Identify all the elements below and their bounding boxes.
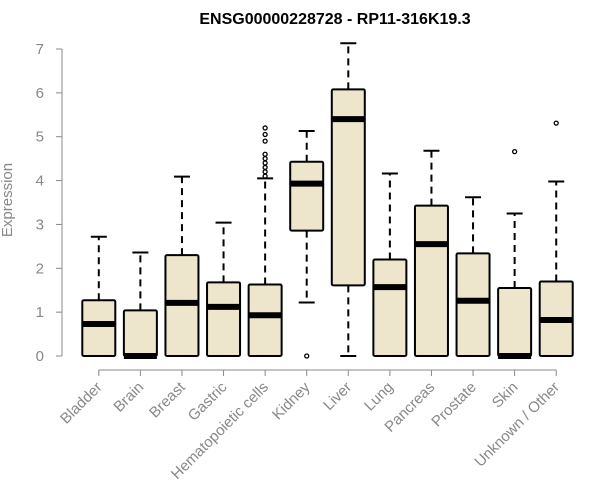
- outlier-point: [262, 173, 268, 179]
- outlier-point: [262, 125, 268, 131]
- outlier-point: [262, 164, 268, 171]
- outlier-point: [262, 155, 268, 162]
- box-rect: [372, 258, 408, 357]
- y-tick-label: 3: [36, 216, 44, 233]
- y-axis: 0 1 2 3 4 5 6 7: [36, 41, 63, 365]
- x-tick-label: Skin: [489, 379, 522, 412]
- box-rect: [455, 252, 491, 357]
- box-rect: [206, 281, 242, 358]
- x-tick-label: Brain: [110, 379, 147, 416]
- box-kidney: [289, 130, 325, 359]
- outlier-point: [262, 151, 268, 157]
- box-pancreas: [413, 149, 449, 357]
- box-rect: [289, 160, 325, 232]
- outlier-point: [262, 138, 268, 144]
- outlier-point: [511, 148, 518, 155]
- y-tick-label: 0: [36, 348, 44, 365]
- x-tick-label: Prostate: [428, 379, 480, 431]
- box-lung: [372, 172, 408, 357]
- box-unknown-other: [538, 120, 574, 358]
- y-tick-label: 2: [36, 260, 44, 277]
- y-axis-label: Expression: [0, 163, 16, 237]
- x-tick-label: Bladder: [57, 379, 106, 428]
- box-liver: [330, 42, 366, 357]
- box-rect: [122, 309, 158, 358]
- outlier-point: [262, 160, 268, 166]
- y-tick-label: 6: [36, 85, 44, 102]
- x-tick-label: Kidney: [269, 378, 314, 423]
- box-rect: [247, 283, 283, 357]
- outlier-point: [553, 120, 559, 126]
- box-breast: [164, 175, 200, 357]
- x-tick-label: Lung: [361, 379, 397, 415]
- y-tick-label: 7: [36, 41, 44, 58]
- box-rect: [497, 287, 533, 357]
- outlier-point: [262, 131, 268, 138]
- outlier-point: [262, 169, 268, 175]
- x-tick-label: Breast: [146, 378, 189, 421]
- boxes-layer: [81, 42, 574, 359]
- box-hematopoietic-cells: [247, 125, 283, 357]
- y-tick-label: 1: [36, 304, 44, 321]
- box-prostate: [455, 196, 491, 357]
- y-tick-label: 5: [36, 129, 44, 146]
- box-brain: [122, 251, 158, 359]
- box-skin: [497, 148, 533, 359]
- box-gastric: [206, 221, 242, 358]
- y-tick-label: 4: [36, 173, 44, 190]
- outlier-point: [304, 353, 310, 359]
- box-bladder: [81, 235, 117, 357]
- chart-title: ENSG00000228728 - RP11-316K19.3: [199, 11, 470, 28]
- box-rect: [413, 204, 449, 357]
- x-tick-label: Liver: [320, 379, 355, 414]
- box-rect: [330, 88, 366, 287]
- box-rect: [81, 299, 117, 357]
